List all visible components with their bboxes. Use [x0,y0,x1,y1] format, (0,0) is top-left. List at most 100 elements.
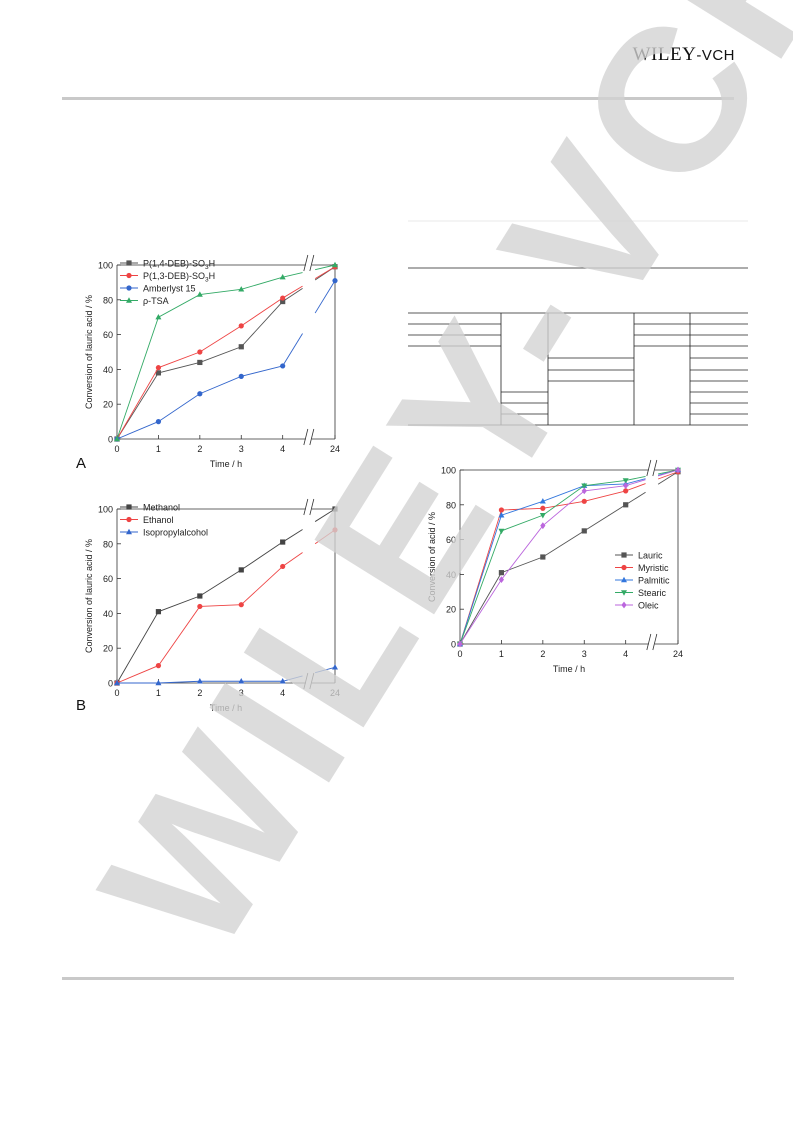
legend-marker [621,576,627,583]
x-tick-label: 4 [280,688,285,698]
data-point [623,488,629,494]
series-line-break-a [282,529,303,543]
data-point [197,593,203,599]
legend-label: Oleic [638,600,659,610]
data-point [238,344,244,350]
data-point [196,291,203,297]
legend-entry: Myristic [615,563,669,573]
series-line-break-a [625,476,646,481]
data-point [540,522,546,530]
series-ethanol [114,527,338,686]
series-line-break-a [625,483,646,492]
y-tick-label: 20 [446,605,456,615]
data-point [155,609,162,615]
x-tick-label: 2 [197,688,202,698]
data-point [155,365,162,371]
x-tick-label: 2 [540,649,545,659]
legend-marker [621,590,627,596]
data-point [196,678,203,684]
series-line-break-a [625,478,646,485]
footer-rule [62,977,734,980]
series-line-break-a [282,552,303,567]
legend-label: Palmitic [638,575,670,585]
chart-b: 0 20 40 60 80 100 0 1 2 3 4 24 Time / h Conversion of… [84,498,340,713]
x-axis-label: Time / h [553,664,585,674]
data-point [332,506,338,512]
data-point [498,570,505,576]
data-point [332,664,338,670]
legend-label: P(1,3-DEB)-SO3H [143,271,215,284]
series-line-break-a [625,479,646,487]
data-point [623,502,629,508]
x-tick-label: 0 [457,649,462,659]
y-axis-label: Conversion of lauric acid / % [84,539,94,653]
x-tick-label: 0 [114,688,119,698]
y-tick-label: 40 [103,609,113,619]
x-tick-label: 0 [114,444,119,454]
x-axis-label: Time / h [210,459,242,469]
series-line-break-b [315,264,336,271]
data-point [280,298,286,305]
y-axis-label: Conversion of lauric acid / % [84,295,94,409]
publisher-main: WILEY [632,44,697,65]
legend-label: Ethanol [143,515,174,525]
legend-entry: P(1,4-DEB)-SO3H [120,258,215,271]
header-rule [62,97,734,100]
legend-label: P(1,4-DEB)-SO3H [143,258,215,271]
data-point [197,359,203,366]
x-tick-label: 3 [239,444,244,454]
y-tick-label: 80 [103,295,113,305]
legend-marker [126,260,132,266]
series-line-break-a [282,272,303,278]
data-point [197,349,203,355]
legend-label: Stearic [638,588,667,598]
data-point [498,507,505,513]
data-point [279,678,286,684]
data-point [332,527,338,533]
y-tick-label: 60 [446,535,456,545]
series-amberlyst-15 [114,278,338,442]
series-line-break-b [657,471,679,480]
series-line [116,365,283,440]
y-tick-label: 20 [103,644,113,654]
legend-entry: ρ-TSA [120,296,169,306]
axis-break-mark [303,254,315,446]
data-point [238,323,244,329]
x-tick-label: 24 [330,444,340,454]
y-tick-label: 40 [103,365,113,375]
legend-marker [621,564,627,571]
data-point [155,419,162,425]
legend-entry: Stearic [615,588,667,598]
data-point [155,663,162,669]
legend-entry: Lauric [615,550,663,560]
axis-break-mark [303,498,315,690]
data-point [581,498,587,504]
data-point [238,602,244,608]
legend-label: Methanol [143,502,180,512]
chart-c: 0 20 40 60 80 100 0 1 2 3 4 24 Time / h Conversion of… [427,459,683,674]
legend-entry: Palmitic [615,575,670,585]
data-point [114,679,120,686]
series-line [116,276,283,440]
x-tick-label: 1 [156,688,161,698]
legend-entry: Isopropylalcohol [120,527,208,537]
series-line-break-a [625,491,646,506]
y-tick-label: 40 [446,570,456,580]
series-line [116,301,284,440]
y-tick-label: 0 [451,640,456,650]
series-line [116,541,283,684]
data-point [280,295,286,301]
data-point [114,435,120,442]
x-tick-label: 2 [197,444,202,454]
legend-label: Isopropylalcohol [143,527,208,537]
chart-a: 0 20 40 60 80 100 0 1 2 3 4 24 Time / h Conversion of… [84,254,340,469]
data-point [581,487,587,495]
series-line-break-b [314,508,336,522]
legend-label: ρ-TSA [143,296,169,306]
series-line-break-a [282,285,303,299]
data-point [280,539,286,545]
series-line-break-b [657,471,679,485]
data-point [238,567,244,573]
series-line-break-b [314,280,336,314]
data-point [539,513,546,519]
